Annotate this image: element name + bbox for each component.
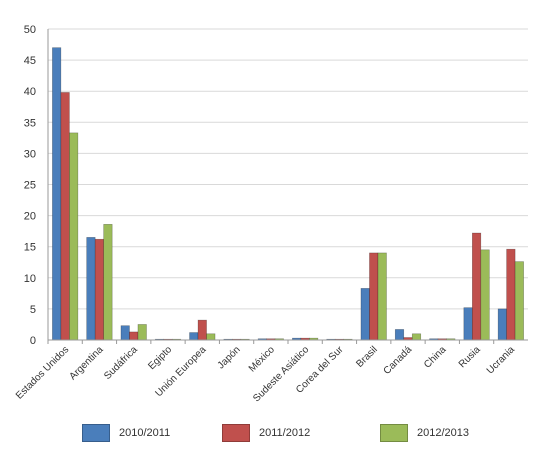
y-tick-label: 30 [24, 148, 36, 160]
legend-swatch [380, 424, 408, 442]
bar [52, 47, 62, 341]
bar [377, 252, 387, 341]
bar [60, 92, 70, 341]
bar [189, 332, 199, 341]
x-tick-label: Sudáfrica [102, 344, 140, 382]
bar [463, 307, 473, 341]
bar [197, 319, 207, 341]
x-tick-label: Estados Unidos [14, 344, 71, 401]
bar [86, 237, 96, 341]
y-tick-label: 5 [30, 304, 36, 316]
legend-label: 2012/2013 [417, 427, 469, 439]
legend-label: 2010/2011 [119, 427, 171, 439]
y-tick-label: 15 [24, 242, 36, 254]
legend-swatch [82, 424, 110, 442]
bar [129, 331, 139, 341]
x-tick-label: Japón [216, 344, 243, 371]
bar [411, 333, 422, 341]
x-tick-label: México [247, 344, 277, 374]
x-tick-label: Canadá [382, 344, 415, 377]
y-tick-label: 40 [24, 86, 36, 98]
x-tick-label: Rusia [457, 344, 483, 370]
legend-item-0: 2010/2011 [82, 424, 170, 442]
legend-item-1: 2011/2012 [222, 424, 310, 442]
bar [103, 224, 113, 341]
bar [137, 324, 147, 341]
y-tick-label: 35 [24, 117, 36, 129]
y-tick-label: 20 [24, 211, 36, 223]
y-tick-label: 10 [24, 273, 36, 285]
y-tick-label: 25 [24, 180, 36, 192]
y-tick-label: 50 [24, 24, 36, 36]
legend-label: 2011/2012 [259, 427, 311, 439]
chart: 0 5 10 15 20 25 30 35 40 45 50 Estados UnidosArgen… [14, 24, 528, 404]
x-tick-label: Egipto [146, 344, 174, 372]
bar [120, 325, 130, 341]
bar [506, 248, 516, 341]
x-tick-label: Ucrania [485, 344, 517, 376]
x-tick-label: Argentina [67, 344, 105, 382]
bar [497, 308, 507, 341]
bar [480, 249, 490, 341]
y-axis: 0 5 10 15 20 25 30 35 40 45 50 [24, 24, 49, 347]
legend-swatch [222, 424, 250, 442]
bar [206, 333, 216, 341]
bar [472, 232, 482, 341]
x-tick-label: Brasil [354, 344, 379, 369]
y-tick-label: 45 [24, 55, 36, 67]
bar [369, 252, 379, 341]
bar [360, 288, 370, 341]
legend: 2010/2011 2011/2012 2012/2013 [0, 424, 540, 448]
bar [94, 238, 104, 341]
x-tick-label: China [422, 344, 449, 371]
bar [514, 261, 524, 341]
bar [394, 329, 405, 341]
legend-item-2: 2012/2013 [380, 424, 469, 442]
y-tick-label: 0 [30, 335, 36, 347]
bar [69, 132, 79, 341]
gridlines [48, 28, 528, 310]
